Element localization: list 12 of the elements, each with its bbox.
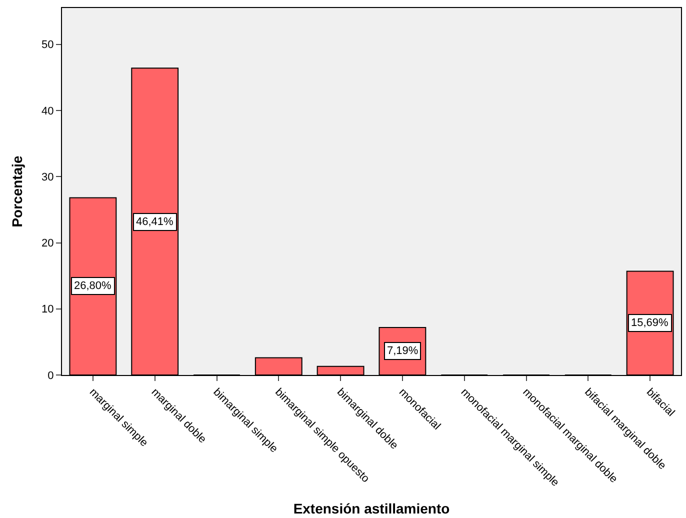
y-tick-label: 10 [42,304,54,316]
y-tick-label: 20 [42,238,54,250]
y-tick-label: 40 [42,105,54,118]
y-tick-label: 0 [48,370,54,382]
x-axis-title: Extensión astillamiento [293,500,450,516]
data-label: 7,19% [387,345,418,357]
data-label: 26,80% [74,280,112,292]
data-label: 46,41% [136,216,174,228]
y-axis-title: Porcentaje [9,155,26,228]
data-label: 15,69% [631,317,669,329]
y-tick-label: 50 [42,39,54,52]
y-tick-label: 30 [42,171,54,184]
